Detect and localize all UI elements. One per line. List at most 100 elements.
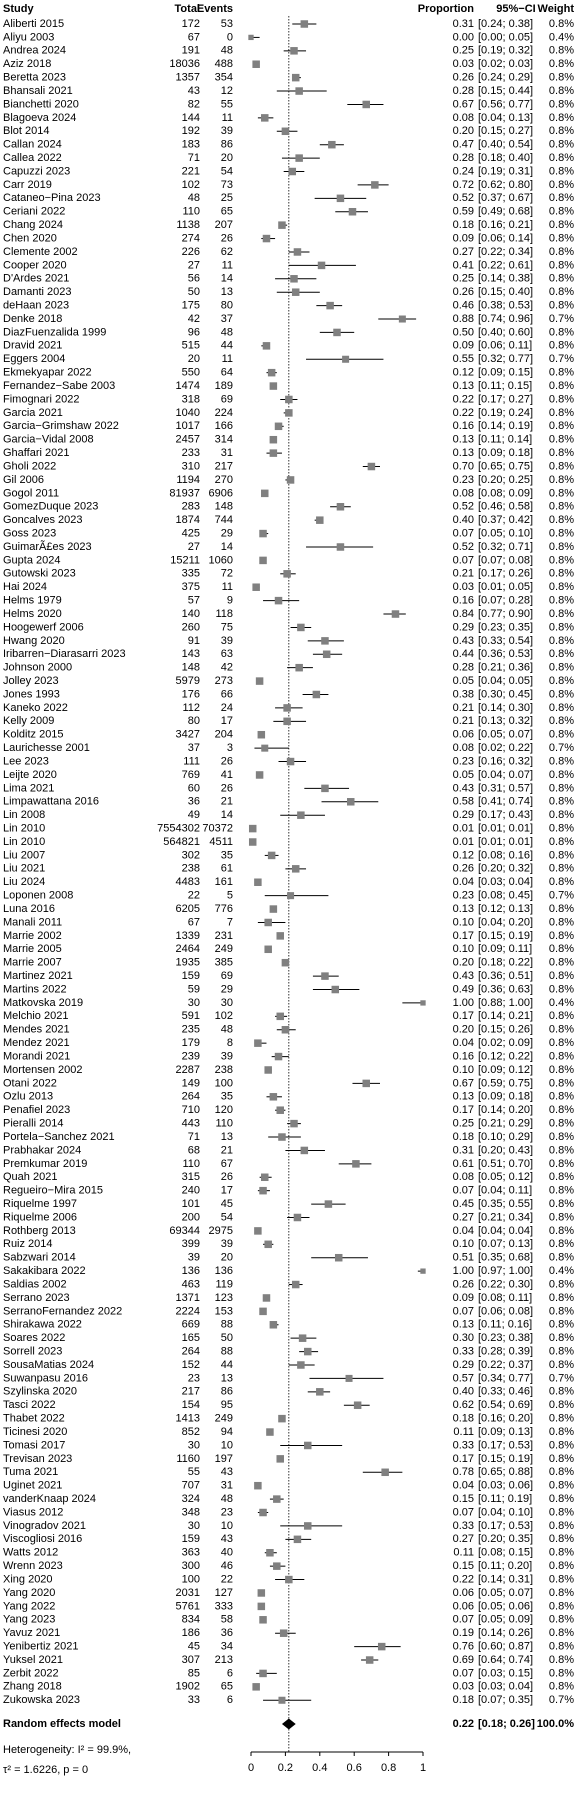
weight: 0.8% (549, 688, 574, 700)
study-square (365, 1656, 374, 1664)
total: 69344 (169, 1225, 200, 1237)
ci: [0.09; 0.15] (478, 367, 533, 379)
study-square (290, 47, 298, 55)
study-square (324, 1200, 333, 1208)
weight: 0.8% (549, 796, 574, 808)
study-name: Marrie 2005 (3, 943, 62, 955)
weight: 0.8% (549, 782, 574, 794)
weight: 0.8% (549, 1037, 574, 1049)
events: 48 (221, 45, 233, 57)
weight: 0.8% (549, 1560, 574, 1572)
study-square (257, 1589, 266, 1597)
total: 238 (182, 863, 200, 875)
ci: [0.22; 0.34] (478, 246, 533, 258)
ci: [0.51; 0.70] (478, 1158, 533, 1170)
weight: 0.8% (549, 232, 574, 244)
study-name: Xing 2020 (3, 1573, 53, 1585)
weight: 0.8% (549, 219, 574, 231)
weight: 0.8% (549, 836, 574, 848)
study-square (278, 1133, 286, 1141)
total: 1935 (176, 957, 200, 969)
proportion: 0.04 (453, 1480, 474, 1492)
heterogeneity: Heterogeneity: I² = 99.9%, (3, 1744, 131, 1756)
study-square (291, 73, 300, 82)
total: 82 (188, 98, 200, 110)
weight: 0.8% (549, 849, 574, 861)
study-name: Garcia 2021 (3, 407, 63, 419)
weight: 0.8% (549, 1399, 574, 1411)
study-square (300, 1146, 309, 1155)
events: 217 (215, 460, 233, 472)
total: 56 (188, 273, 200, 285)
ci: [0.09; 0.18] (478, 447, 533, 459)
study-square (347, 798, 355, 806)
study-square (295, 154, 303, 162)
ci: [0.05; 0.12] (478, 1171, 533, 1183)
study-name: Ghaffari 2021 (3, 447, 69, 459)
events: 10 (221, 1520, 233, 1532)
events: 39 (221, 635, 233, 647)
ci: [0.02; 0.09] (478, 1037, 533, 1049)
events: 776 (215, 903, 233, 915)
total: 264 (182, 1345, 200, 1357)
ci: [0.23; 0.35] (478, 621, 533, 633)
proportion: 0.10 (453, 1064, 474, 1076)
proportion: 0.28 (453, 152, 474, 164)
ci: [0.05; 0.06] (478, 1600, 533, 1612)
total: 2464 (176, 943, 200, 955)
ci: [0.38; 0.53] (478, 300, 533, 312)
study-square (322, 650, 331, 659)
study-name: Gutowski 2023 (3, 568, 76, 580)
study-square (295, 87, 303, 95)
proportion: 0.08 (453, 742, 474, 754)
ci: [0.08; 0.15] (478, 1547, 533, 1559)
ci: [0.37; 0.67] (478, 192, 533, 204)
weight: 0.8% (549, 1131, 574, 1143)
study-name: Manali 2011 (3, 916, 62, 928)
study-square (262, 342, 271, 350)
ci: [0.14; 0.38] (478, 273, 533, 285)
events: 238 (215, 1064, 233, 1076)
study-name: Kolditz 2015 (3, 729, 64, 741)
study-name: Sabzwari 2014 (3, 1252, 76, 1264)
study-square (328, 140, 336, 149)
summary-label: Random effects model (3, 1718, 121, 1730)
ci: [0.36; 0.51] (478, 970, 533, 982)
study-square (334, 1253, 343, 1262)
ci: [0.14; 0.19] (478, 420, 533, 432)
events: 29 (221, 527, 233, 539)
study-square (336, 503, 345, 511)
proportion: 0.13 (453, 1091, 474, 1103)
total: 5979 (176, 675, 200, 687)
study-name: Quah 2021 (3, 1171, 57, 1183)
proportion: 0.88 (453, 313, 474, 325)
events: 110 (215, 1118, 233, 1130)
study-name: Serrano 2023 (3, 1292, 70, 1304)
proportion: 0.61 (453, 1158, 474, 1170)
proportion: 0.84 (453, 608, 474, 620)
study-name: deHaan 2023 (3, 300, 69, 312)
study-name: Melchio 2021 (3, 1010, 68, 1022)
total: 30 (188, 997, 200, 1009)
events: 58 (221, 1614, 233, 1626)
proportion: 0.21 (453, 568, 474, 580)
ci: [0.15; 0.27] (478, 125, 533, 137)
weight: 0.8% (549, 648, 574, 660)
events: 21 (221, 1144, 233, 1156)
proportion: 0.10 (453, 943, 474, 955)
study-name: Gupta 2024 (3, 554, 61, 566)
weight: 0.8% (549, 246, 574, 258)
total: 176 (182, 688, 200, 700)
proportion: 0.28 (453, 85, 474, 97)
total: 27 (188, 541, 200, 553)
proportion: 0.43 (453, 782, 474, 794)
proportion: 0.23 (453, 755, 474, 767)
weight: 0.8% (549, 729, 574, 741)
x-tick-label: 0.8 (381, 1762, 396, 1774)
weight: 0.8% (549, 1480, 574, 1492)
ci: [0.19; 0.31] (478, 165, 533, 177)
events: 385 (215, 957, 233, 969)
weight: 0.8% (549, 460, 574, 472)
events: 26 (221, 1171, 233, 1183)
events: 161 (215, 876, 233, 888)
